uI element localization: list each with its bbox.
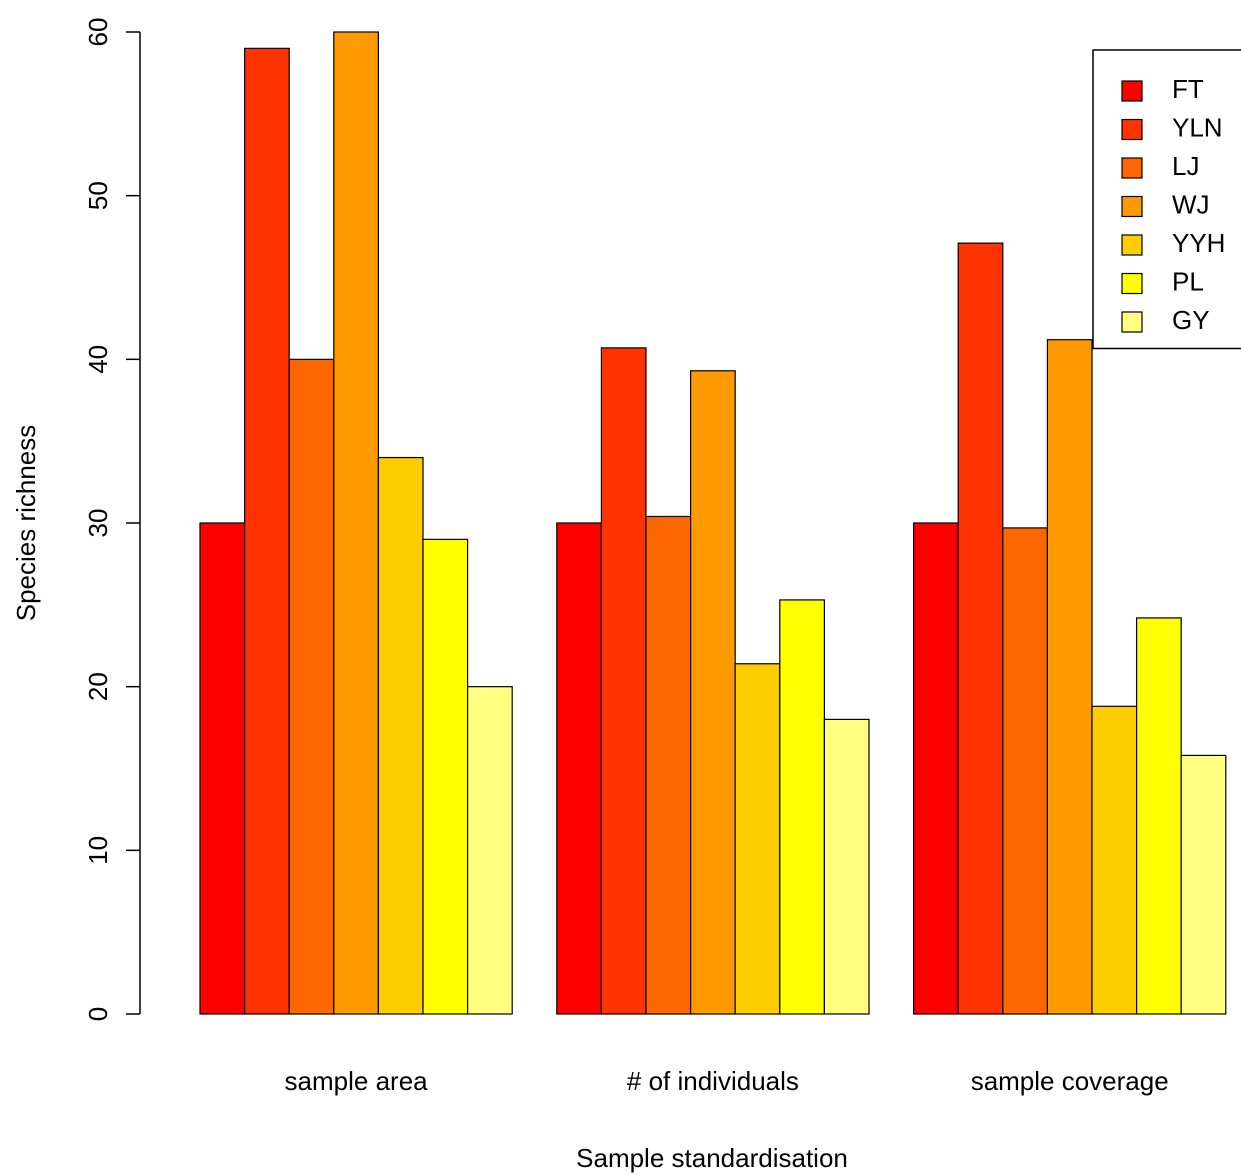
x-tick-label: sample area bbox=[285, 1066, 429, 1096]
bar bbox=[1091, 705, 1138, 1015]
bar bbox=[1135, 617, 1182, 1015]
bar bbox=[422, 538, 469, 1015]
bar bbox=[1046, 339, 1093, 1015]
legend-box bbox=[1092, 49, 1241, 350]
legend-label: YYH bbox=[1172, 228, 1225, 258]
legend-swatch bbox=[1121, 195, 1143, 218]
bar bbox=[957, 242, 1004, 1015]
legend-label: PL bbox=[1172, 266, 1204, 296]
bar bbox=[645, 515, 692, 1015]
bar bbox=[467, 686, 513, 1015]
legend-swatch bbox=[1121, 311, 1143, 333]
bar bbox=[600, 347, 647, 1015]
legend-swatch bbox=[1121, 118, 1143, 141]
bar bbox=[333, 31, 379, 1015]
y-tick-label: 0 bbox=[83, 1007, 113, 1021]
bar bbox=[689, 370, 736, 1015]
x-tick-label: # of individuals bbox=[627, 1066, 799, 1096]
bar bbox=[244, 47, 290, 1015]
y-tick-label: 60 bbox=[83, 18, 113, 47]
legend-swatch bbox=[1121, 272, 1143, 295]
legend-label: LJ bbox=[1172, 151, 1199, 181]
legend-swatch bbox=[1121, 234, 1143, 256]
bar bbox=[556, 522, 602, 1015]
legend-label: FT bbox=[1172, 74, 1204, 104]
y-tick-label: 40 bbox=[83, 345, 113, 374]
bar bbox=[1002, 527, 1048, 1015]
bar bbox=[377, 456, 424, 1015]
legend-label: YLN bbox=[1172, 112, 1223, 142]
bar bbox=[779, 599, 825, 1015]
y-tick-label: 50 bbox=[83, 181, 113, 210]
legend-swatch bbox=[1121, 157, 1143, 179]
y-axis-title: Species richness bbox=[11, 425, 41, 622]
legend-label: GY bbox=[1172, 305, 1210, 335]
x-tick-label: sample coverage bbox=[971, 1066, 1169, 1096]
y-tick-label: 30 bbox=[83, 509, 113, 538]
bar bbox=[288, 358, 335, 1015]
y-tick-label: 20 bbox=[83, 672, 113, 701]
y-tick-label: 10 bbox=[83, 836, 113, 865]
legend-swatch bbox=[1121, 80, 1143, 102]
x-axis-title: Sample standardisation bbox=[576, 1143, 848, 1173]
bar bbox=[1180, 754, 1227, 1015]
bar bbox=[199, 522, 246, 1015]
bar bbox=[912, 522, 959, 1015]
legend-label: WJ bbox=[1172, 189, 1210, 219]
bar bbox=[734, 663, 781, 1015]
bar bbox=[823, 718, 870, 1015]
